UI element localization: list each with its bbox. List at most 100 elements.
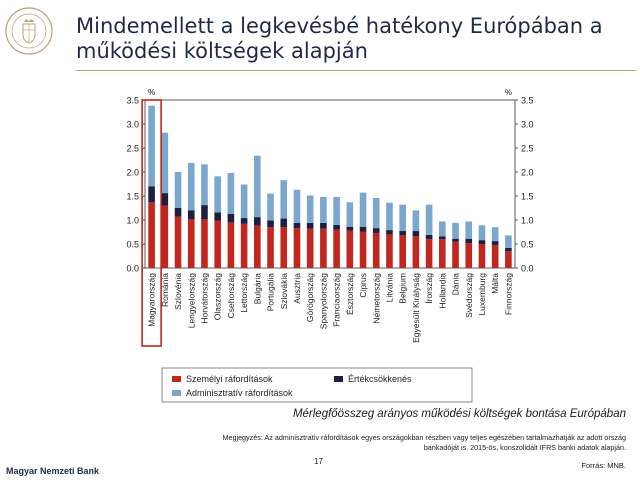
category-label: Finnország xyxy=(503,273,513,315)
bar-segment xyxy=(293,222,301,229)
bar-segment xyxy=(439,221,446,237)
bar-segment xyxy=(346,230,354,268)
bar-segment xyxy=(478,240,486,244)
category-label: Görögország xyxy=(305,273,315,322)
category-label: Portugália xyxy=(266,273,276,312)
category-label: Németország xyxy=(371,273,381,324)
legend-label: Értékcsökkenés xyxy=(348,374,412,384)
category-label: Belgium xyxy=(398,273,408,304)
bar-segment xyxy=(386,230,393,235)
category-label: Hollandia xyxy=(437,273,447,309)
y-tick-label-left: 2.5 xyxy=(126,144,139,154)
bar-segment xyxy=(214,220,221,268)
legend-swatch xyxy=(172,376,181,382)
bar-segment xyxy=(306,228,314,268)
y-tick-label-left: 0.5 xyxy=(126,240,139,250)
bar-segment xyxy=(201,205,208,220)
bar-segment xyxy=(491,241,499,245)
chart-note: Megjegyzés: Az adminisztratív ráfordítás… xyxy=(222,433,626,452)
bar-segment xyxy=(293,228,301,268)
category-label: Málta xyxy=(490,273,500,294)
bar-segment xyxy=(372,228,380,233)
bar-segment xyxy=(201,219,208,268)
category-label: Luxemburg xyxy=(477,273,487,316)
y-tick-label-left: 3.5 xyxy=(126,96,139,106)
page-number: 17 xyxy=(314,457,323,466)
bar-segment xyxy=(254,225,261,268)
y-tick-label-left: 1.5 xyxy=(126,192,139,202)
category-label: Egyesült Királyság xyxy=(411,273,421,343)
y-tick-label-left: 2.0 xyxy=(126,168,139,178)
legend-swatch xyxy=(172,390,181,396)
bar-segment xyxy=(372,232,380,268)
y-tick-label-right: 2.0 xyxy=(521,168,534,178)
category-label: Dánia xyxy=(451,273,461,295)
category-label: Lettország xyxy=(239,273,249,313)
bar-segment xyxy=(505,247,512,252)
title-divider xyxy=(76,70,636,71)
bar-segment xyxy=(214,212,221,221)
bar-segment xyxy=(333,224,340,230)
bar-segment xyxy=(359,192,367,227)
bar-segment xyxy=(439,236,446,240)
bar-segment xyxy=(187,162,195,211)
bar-segment xyxy=(452,241,459,268)
bar-segment xyxy=(187,210,195,220)
bar-segment xyxy=(174,208,182,217)
operating-cost-chart: 0.0 0.0 0.5 0.5 1.0 1.0 1.5 1.5 2.0 2.0 2.5 2.5 3.0 3… xyxy=(126,88,534,403)
bar-segment xyxy=(412,231,420,237)
bar-segment xyxy=(306,195,314,223)
category-label: Svédország xyxy=(464,273,474,318)
bar-segment xyxy=(452,238,459,242)
bar-segment xyxy=(267,193,274,221)
category-label: Románia xyxy=(160,273,170,307)
bar-segment xyxy=(425,239,433,268)
bar-segment xyxy=(359,231,367,268)
bar-segment xyxy=(478,244,486,268)
y-tick-label-left: 3.0 xyxy=(126,120,139,130)
bar-segment xyxy=(306,222,314,229)
legend-label: Személyi ráfordítások xyxy=(186,374,273,384)
chart-caption: Mérlegfőösszeg arányos működési költsége… xyxy=(292,408,626,420)
legend-label: Adminisztratív ráfordítások xyxy=(186,388,293,398)
y-tick-label-right: 1.0 xyxy=(521,216,534,226)
bar-segment xyxy=(333,196,340,225)
bar-segment xyxy=(425,204,433,235)
category-label: Franciaország xyxy=(332,273,342,327)
bar-segment xyxy=(359,226,367,232)
bar-segment xyxy=(491,227,499,242)
bar-segment xyxy=(372,197,380,229)
category-label: Horvátország xyxy=(199,273,209,324)
bar-segment xyxy=(478,225,486,241)
bar-segment xyxy=(161,132,169,194)
y-unit-right: % xyxy=(505,88,512,97)
bar-segment xyxy=(465,221,473,239)
plot-frame xyxy=(144,99,516,269)
bar-segment xyxy=(187,219,195,268)
bar-segment xyxy=(148,186,155,203)
bank-name-footer: Magyar Nemzeti Bank xyxy=(6,466,100,476)
bar-segment xyxy=(412,210,420,232)
bar-segment xyxy=(386,202,393,231)
bar-segment xyxy=(267,227,274,268)
mnb-seal-logo xyxy=(5,7,53,55)
bar-segment xyxy=(254,155,261,218)
bar-segment xyxy=(254,217,261,226)
bar-segment xyxy=(240,223,248,268)
bar-segment xyxy=(452,222,459,239)
bar-segment xyxy=(333,229,340,268)
category-label: Ciprus xyxy=(358,273,368,298)
y-tick-label-right: 0.5 xyxy=(521,240,534,250)
bar-segment xyxy=(161,205,169,268)
bar-segment xyxy=(439,239,446,268)
bar-segment xyxy=(346,226,354,231)
y-tick-label-left: 1.0 xyxy=(126,216,139,226)
bar-segment xyxy=(280,180,288,219)
y-tick-label-right: 3.0 xyxy=(521,120,534,130)
category-label: Szlovénia xyxy=(173,273,183,310)
y-unit-left: % xyxy=(148,88,155,97)
y-tick-label-left: 0.0 xyxy=(126,264,139,274)
bar-segment xyxy=(148,202,155,268)
bar-segment xyxy=(399,235,406,268)
category-label: Csehország xyxy=(226,273,236,319)
